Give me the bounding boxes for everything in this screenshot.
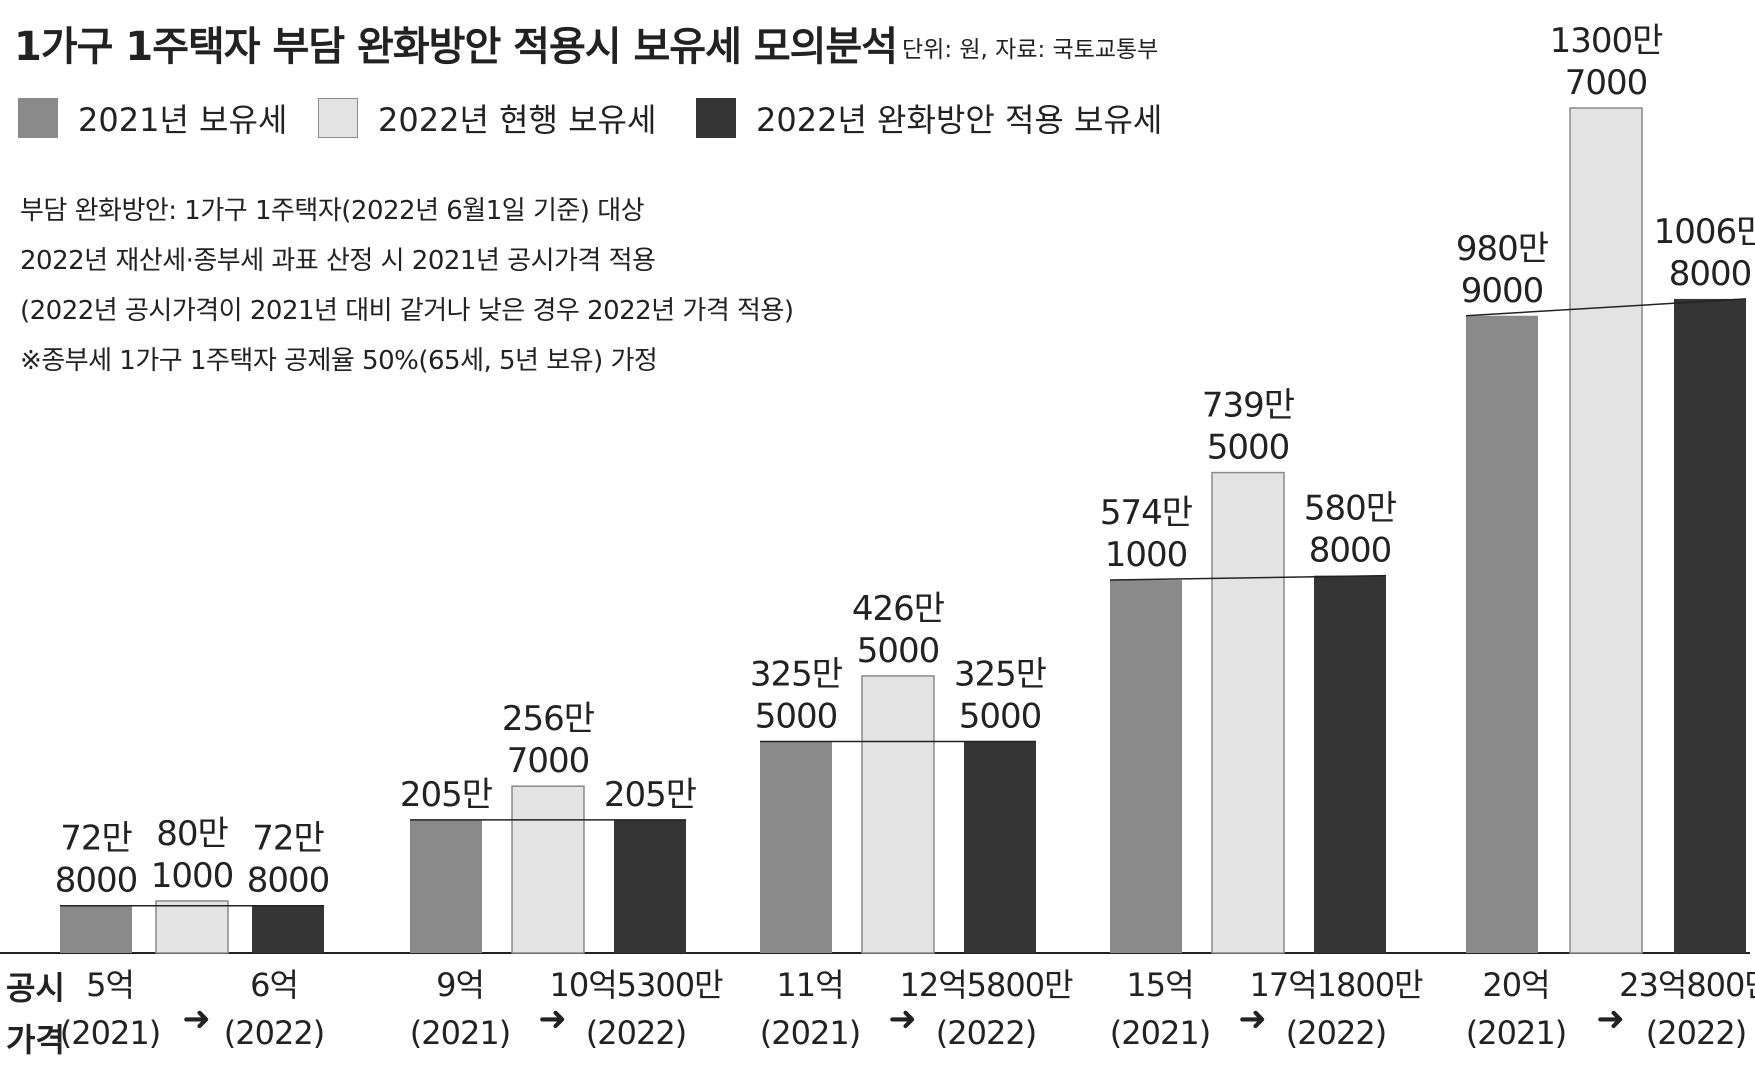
data-label-2021-5-2: 9000 bbox=[1461, 271, 1544, 311]
data-label-2022-current-5-2: 7000 bbox=[1565, 63, 1648, 103]
category-to-year-5: (2022) bbox=[1646, 1014, 1746, 1052]
category-to-price-2: 10억5300만 bbox=[549, 966, 723, 1004]
bar-2021-5 bbox=[1466, 315, 1538, 953]
source-note: 단위: 원, 자료: 국토교통부 bbox=[902, 37, 1159, 63]
category-from-year-5: (2021) bbox=[1466, 1014, 1566, 1052]
data-label-2022-relief-2-1: 205만 bbox=[604, 775, 697, 815]
category-from-price-2: 9억 bbox=[436, 966, 484, 1004]
data-label-2022-current-4-1: 739만 bbox=[1202, 386, 1295, 426]
category-to-price-5: 23억800만 bbox=[1619, 966, 1755, 1004]
category-from-year-1: (2021) bbox=[60, 1014, 160, 1052]
data-label-2022-relief-5-1: 1006만 bbox=[1654, 212, 1755, 252]
data-label-2021-4-1: 574만 bbox=[1100, 493, 1193, 533]
bar-2022-relief-4 bbox=[1314, 575, 1386, 953]
data-label-2022-current-4-2: 5000 bbox=[1207, 428, 1290, 468]
category-from-year-4: (2021) bbox=[1110, 1014, 1210, 1052]
bar-2022-current-5 bbox=[1569, 107, 1643, 954]
legend-item-2022-current: 2022년 현행 보유세 bbox=[318, 96, 656, 140]
data-label-2022-current-5-1: 1300만 bbox=[1550, 21, 1664, 61]
category-from-price-4: 15억 bbox=[1126, 966, 1193, 1004]
price-header-line-1: 공시 bbox=[6, 969, 65, 1007]
data-label-2022-relief-4-2: 8000 bbox=[1309, 531, 1392, 571]
note-line-1: 부담 완화방안: 1가구 1주택자(2022년 6월1일 기준) 대상 bbox=[20, 196, 645, 226]
legend-swatch-2022-relief bbox=[696, 98, 736, 138]
category-from-price-1: 5억 bbox=[86, 966, 134, 1004]
price-header-line-2: 가격 bbox=[6, 1021, 65, 1059]
data-label-2022-current-1-2: 1000 bbox=[151, 856, 234, 896]
bar-2022-current-3 bbox=[861, 675, 935, 954]
category-to-price-3: 12억5800만 bbox=[899, 966, 1073, 1004]
arrow-icon-1: ➜ bbox=[182, 999, 210, 1039]
category-to-price-1: 6억 bbox=[250, 966, 298, 1004]
data-label-2021-1-2: 8000 bbox=[55, 861, 138, 901]
legend-item-2022-relief: 2022년 완화방안 적용 보유세 bbox=[696, 96, 1162, 140]
legend-item-2021: 2021년 보유세 bbox=[18, 96, 287, 140]
arrow-icon-4: ➜ bbox=[1238, 999, 1266, 1039]
note-line-4: ※종부세 1가구 1주택자 공제율 50%(65세, 5년 보유) 가정 bbox=[20, 346, 658, 376]
category-from-price-3: 11억 bbox=[776, 966, 843, 1004]
bar-2022-relief-3 bbox=[964, 741, 1036, 953]
note-line-3: (2022년 공시가격이 2021년 대비 같거나 낮은 경우 2022년 가격… bbox=[20, 296, 794, 326]
chart-title: 1가구 1주택자 부담 완화방안 적용시 보유세 모의분석 bbox=[14, 24, 898, 70]
data-label-2021-3-2: 5000 bbox=[755, 697, 838, 737]
data-label-2022-current-1-1: 80만 bbox=[156, 814, 228, 854]
category-to-year-2: (2022) bbox=[586, 1014, 686, 1052]
arrow-icon-5: ➜ bbox=[1596, 999, 1624, 1039]
note-line-2: 2022년 재산세·종부세 과표 산정 시 2021년 공시가격 적용 bbox=[20, 246, 656, 276]
data-label-2021-3-1: 325만 bbox=[750, 655, 843, 695]
data-label-2022-relief-1-2: 8000 bbox=[247, 861, 330, 901]
data-label-2021-1-1: 72만 bbox=[60, 819, 132, 859]
category-to-price-4: 17억1800만 bbox=[1249, 966, 1423, 1004]
bar-2022-relief-2 bbox=[614, 819, 686, 953]
bar-2021-3 bbox=[760, 741, 832, 953]
category-from-price-5: 20억 bbox=[1482, 966, 1549, 1004]
bar-2022-current-2 bbox=[511, 785, 585, 954]
bar-2021-1 bbox=[60, 905, 132, 953]
bar-2022-relief-1 bbox=[252, 905, 324, 953]
arrow-icon-3: ➜ bbox=[888, 999, 916, 1039]
category-from-year-3: (2021) bbox=[760, 1014, 860, 1052]
data-label-2022-current-2-2: 7000 bbox=[507, 741, 590, 781]
data-label-2021-2-1: 205만 bbox=[400, 775, 493, 815]
data-label-2022-relief-4-1: 580만 bbox=[1304, 489, 1397, 529]
category-to-year-3: (2022) bbox=[936, 1014, 1036, 1052]
data-label-2022-relief-1-1: 72만 bbox=[252, 819, 324, 859]
category-to-year-1: (2022) bbox=[224, 1014, 324, 1052]
arrow-icon-2: ➜ bbox=[538, 999, 566, 1039]
data-label-2022-relief-3-1: 325만 bbox=[954, 655, 1047, 695]
legend-swatch-2021 bbox=[18, 98, 58, 138]
bar-2022-current-1 bbox=[155, 900, 229, 954]
data-label-2022-current-3-1: 426만 bbox=[852, 589, 945, 629]
bar-2021-4 bbox=[1110, 580, 1182, 953]
legend-label-2022-current: 2022년 현행 보유세 bbox=[378, 101, 657, 139]
data-label-2021-5-1: 980만 bbox=[1456, 229, 1549, 269]
legend-label-2022-relief: 2022년 완화방안 적용 보유세 bbox=[756, 101, 1163, 139]
legend-swatch-2022-current bbox=[318, 98, 358, 138]
category-from-year-2: (2021) bbox=[410, 1014, 510, 1052]
data-label-2022-current-2-1: 256만 bbox=[502, 699, 595, 739]
category-to-year-4: (2022) bbox=[1286, 1014, 1386, 1052]
data-label-2022-relief-3-2: 5000 bbox=[959, 697, 1042, 737]
reference-line-4 bbox=[1109, 574, 1387, 581]
data-label-2022-relief-5-2: 8000 bbox=[1669, 254, 1752, 294]
reference-line-5 bbox=[1465, 298, 1747, 317]
bar-2022-relief-5 bbox=[1674, 298, 1746, 953]
bar-2021-2 bbox=[410, 819, 482, 953]
data-label-2022-current-3-2: 5000 bbox=[857, 631, 940, 671]
data-label-2021-4-2: 1000 bbox=[1105, 535, 1188, 575]
legend-label-2021: 2021년 보유세 bbox=[78, 101, 288, 139]
bar-2022-current-4 bbox=[1211, 471, 1285, 954]
